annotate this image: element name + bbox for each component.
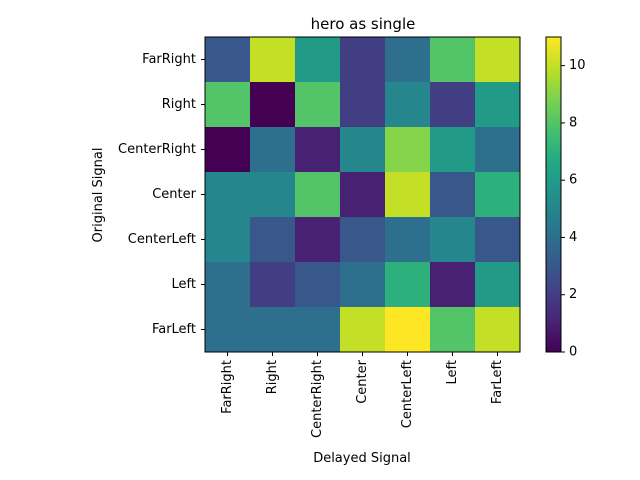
heatmap-cell — [340, 82, 386, 128]
x-tick-label: FarRight — [220, 360, 235, 414]
heatmap-cell — [475, 262, 521, 308]
heatmap-cell — [340, 217, 386, 263]
heatmap-cells — [205, 37, 521, 353]
colorbar-tick-label: 4 — [569, 230, 577, 245]
x-axis-ticks: FarRight Right CenterRight Center CenterLeft… — [220, 352, 505, 438]
heatmap-cell — [205, 37, 251, 83]
heatmap-cell — [295, 307, 341, 353]
x-tick-label: Center — [355, 359, 370, 403]
heatmap-cell — [385, 82, 431, 128]
heatmap-cell — [475, 127, 521, 173]
heatmap-cell — [340, 37, 386, 83]
heatmap-cell — [385, 217, 431, 263]
heatmap-cell — [475, 172, 521, 218]
heatmap-cell — [385, 172, 431, 218]
x-tick-label: CenterLeft — [400, 360, 415, 428]
heatmap-cell — [295, 262, 341, 308]
heatmap-cell — [205, 217, 251, 263]
heatmap-cell — [430, 262, 476, 308]
colorbar-tick-label: 8 — [569, 115, 577, 130]
y-tick-label: CenterRight — [118, 142, 196, 157]
heatmap-cell — [475, 307, 521, 353]
y-tick-label: CenterLeft — [128, 232, 196, 247]
heatmap-cell — [430, 82, 476, 128]
x-tick-label: Right — [265, 360, 280, 394]
x-axis-label: Delayed Signal — [313, 451, 411, 466]
y-tick-label: Right — [162, 97, 196, 112]
x-tick-label: CenterRight — [310, 360, 325, 438]
y-axis-label: Original Signal — [91, 148, 106, 243]
heatmap-cell — [430, 217, 476, 263]
y-tick-label: FarRight — [142, 52, 196, 67]
heatmap-cell — [295, 37, 341, 83]
heatmap-cell — [250, 172, 296, 218]
heatmap-cell — [340, 172, 386, 218]
heatmap-cell — [205, 172, 251, 218]
heatmap-cell — [385, 262, 431, 308]
heatmap-cell — [205, 262, 251, 308]
heatmap-cell — [385, 127, 431, 173]
colorbar-tick-label: 2 — [569, 287, 577, 302]
y-axis-ticks: FarRight Right CenterRight Center CenterLeft… — [118, 52, 205, 337]
colorbar-ticks: 0 2 4 6 8 10 — [561, 58, 586, 360]
heatmap-cell — [340, 262, 386, 308]
heatmap-cell — [205, 127, 251, 173]
y-tick-label: Center — [152, 187, 196, 202]
heatmap-cell — [340, 127, 386, 173]
heatmap-cell — [475, 37, 521, 83]
heatmap-cell — [295, 127, 341, 173]
heatmap-cell — [430, 307, 476, 353]
heatmap-cell — [385, 307, 431, 353]
y-tick-label: Left — [172, 277, 196, 292]
heatmap-cell — [295, 217, 341, 263]
heatmap-cell — [340, 307, 386, 353]
colorbar-tick-label: 10 — [569, 58, 586, 73]
heatmap-cell — [250, 262, 296, 308]
colorbar — [545, 36, 562, 353]
heatmap-cell — [250, 307, 296, 353]
x-tick-label: FarLeft — [490, 360, 505, 404]
heatmap-cell — [205, 307, 251, 353]
heatmap-cell — [295, 82, 341, 128]
heatmap-cell — [475, 217, 521, 263]
chart-title: hero as single — [311, 15, 416, 33]
heatmap-cell — [250, 37, 296, 83]
heatmap-cell — [475, 82, 521, 128]
heatmap-cell — [250, 82, 296, 128]
heatmap-cell — [205, 82, 251, 128]
colorbar-tick-label: 0 — [569, 345, 577, 360]
colorbar-tick-label: 6 — [569, 173, 577, 188]
y-tick-label: FarLeft — [152, 322, 196, 337]
heatmap-cell — [295, 172, 341, 218]
heatmap-cell — [250, 127, 296, 173]
x-tick-label: Left — [445, 360, 460, 384]
heatmap-cell — [385, 37, 431, 83]
heatmap-cell — [250, 217, 296, 263]
heatmap-cell — [430, 172, 476, 218]
heatmap-cell — [430, 127, 476, 173]
heatmap-cell — [430, 37, 476, 83]
